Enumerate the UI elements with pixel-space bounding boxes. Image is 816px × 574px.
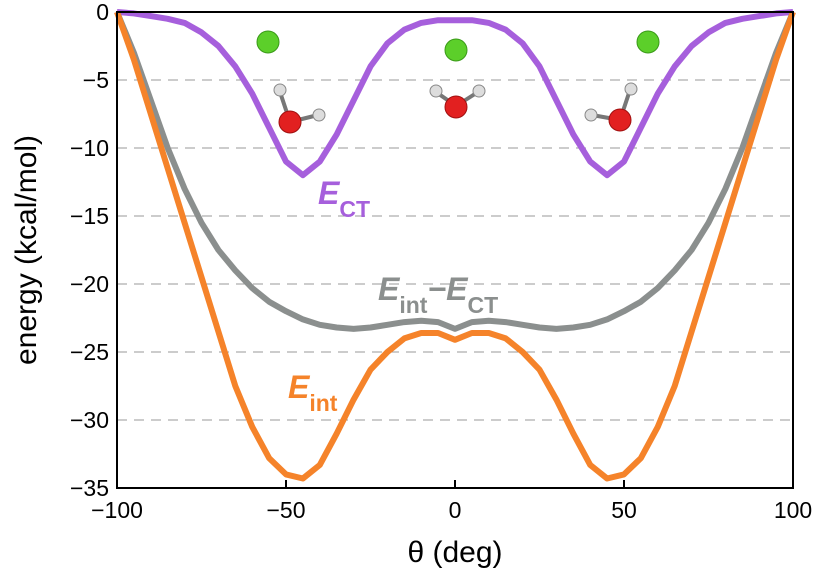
hydrogen xyxy=(624,82,638,96)
oxygen xyxy=(444,95,468,119)
label-text: E xyxy=(446,271,469,307)
y-tick-label: −5 xyxy=(83,67,109,93)
hydrogen xyxy=(429,84,443,98)
hydrogen xyxy=(312,108,326,122)
chloride xyxy=(636,30,660,54)
y-tick-label: −10 xyxy=(70,135,109,161)
y-tick-label: −20 xyxy=(70,271,109,297)
x-tick-label: 50 xyxy=(611,497,637,523)
label-subscript: CT xyxy=(339,196,370,222)
x-axis-label: θ (deg) xyxy=(407,536,502,569)
label-subscript: int xyxy=(309,390,337,416)
hydrogen xyxy=(472,84,486,98)
molecules xyxy=(256,30,660,134)
series-label: Eint xyxy=(288,369,338,416)
hydrogen xyxy=(273,83,287,97)
x-tick-label: −100 xyxy=(91,497,143,523)
x-tick-label: −50 xyxy=(266,497,305,523)
y-axis-label: energy (kcal/mol) xyxy=(10,135,43,365)
chloride xyxy=(256,30,280,54)
oxygen xyxy=(608,108,632,132)
y-tick-label: −30 xyxy=(70,407,109,433)
label-text: E xyxy=(318,175,341,211)
series-line xyxy=(114,10,796,332)
y-tick-label: 0 xyxy=(96,0,109,25)
y-tick-label: −15 xyxy=(70,203,109,229)
series-label: ECT xyxy=(318,175,370,222)
plot-frame xyxy=(116,11,794,489)
chloride xyxy=(444,38,468,62)
label-text: − xyxy=(427,271,446,307)
label-text: E xyxy=(378,271,401,307)
label-text: E xyxy=(288,369,311,405)
hydrogen xyxy=(584,108,598,122)
y-tick-label: −35 xyxy=(70,475,109,501)
x-tick-label: 100 xyxy=(774,497,812,523)
label-subscript: int xyxy=(399,292,427,318)
series-line xyxy=(116,9,794,179)
label-subscript: CT xyxy=(467,292,498,318)
series-label: Eint−ECT xyxy=(378,271,498,318)
oxygen xyxy=(278,110,302,134)
series-line xyxy=(114,10,796,482)
y-tick-label: −25 xyxy=(70,339,109,365)
x-tick-label: 0 xyxy=(449,497,462,523)
